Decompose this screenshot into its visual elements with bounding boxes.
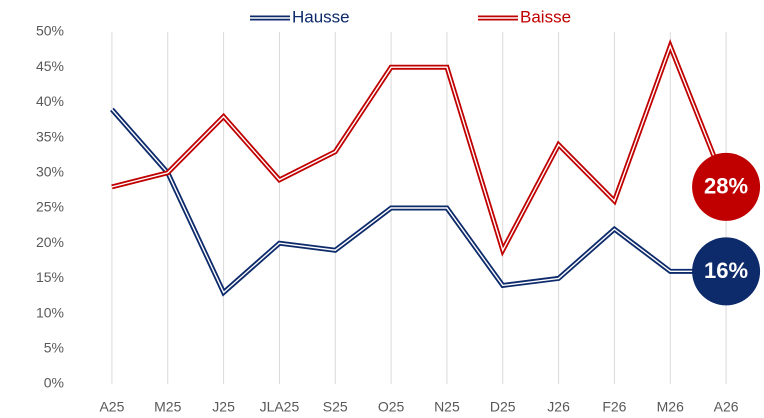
x-tick-label: S25	[323, 399, 348, 415]
y-tick-label: 10%	[36, 304, 64, 320]
series-line-inner	[111, 108, 727, 294]
y-tick-label: 25%	[36, 199, 64, 215]
x-tick-label: J25	[212, 399, 235, 415]
value-label: 28%	[704, 174, 748, 199]
x-tick-label: F26	[602, 399, 626, 415]
x-tick-label: M25	[154, 399, 181, 415]
y-tick-label: 0%	[44, 375, 64, 391]
x-tick-label: A25	[99, 399, 124, 415]
y-tick-label: 5%	[44, 340, 64, 356]
legend-label: Baisse	[520, 7, 571, 26]
value-label: 16%	[704, 258, 748, 283]
y-tick-label: 15%	[36, 269, 64, 285]
y-tick-label: 30%	[36, 164, 64, 180]
x-tick-label: D25	[490, 399, 516, 415]
x-tick-label: J26	[547, 399, 570, 415]
x-tick-label: O25	[378, 399, 405, 415]
y-tick-label: 35%	[36, 128, 64, 144]
value-badge	[692, 152, 761, 221]
y-tick-label: 45%	[36, 58, 64, 74]
x-tick-label: A26	[714, 399, 739, 415]
x-tick-label: JLA25	[260, 399, 300, 415]
value-badge	[692, 237, 761, 306]
series-line-inner	[111, 44, 727, 253]
x-tick-label: M26	[657, 399, 684, 415]
legend-label: Hausse	[292, 7, 350, 26]
x-tick-label: N25	[434, 399, 460, 415]
y-tick-label: 50%	[36, 23, 64, 39]
y-tick-label: 40%	[36, 93, 64, 109]
y-tick-label: 20%	[36, 234, 64, 250]
